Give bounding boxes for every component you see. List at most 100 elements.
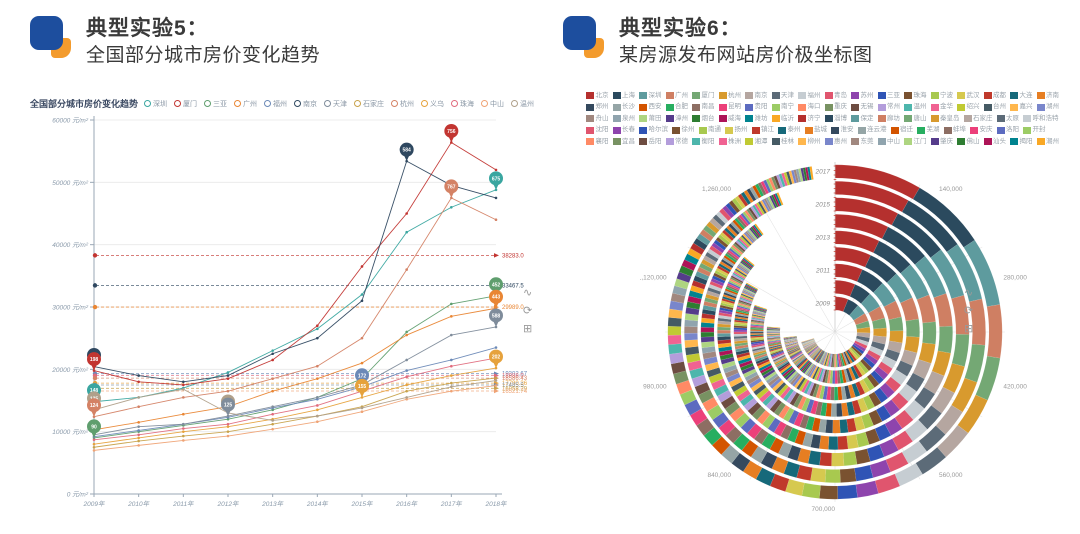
polar-legend-item-嘉兴[interactable]: 嘉兴 — [1010, 102, 1033, 112]
polar-legend-item-深圳[interactable]: 深圳 — [639, 91, 662, 101]
polar-legend-item-徐州[interactable]: 徐州 — [672, 125, 695, 135]
polar-legend-item-柳州[interactable]: 柳州 — [798, 137, 821, 147]
polar-legend-item-湘潭[interactable]: 湘潭 — [745, 137, 768, 147]
polar-legend-item-温州[interactable]: 温州 — [904, 102, 927, 112]
polar-legend-item-武汉[interactable]: 武汉 — [957, 91, 980, 101]
polar-legend-item-贵阳[interactable]: 贵阳 — [745, 102, 768, 112]
polar-legend-item-株洲[interactable]: 株洲 — [718, 137, 741, 147]
polar-legend-item-无锡[interactable]: 无锡 — [851, 102, 874, 112]
legend-item-杭州[interactable]: 杭州 — [391, 99, 414, 109]
legend-item-珠海[interactable]: 珠海 — [451, 99, 474, 109]
polar-legend-item-淮安[interactable]: 淮安 — [831, 125, 854, 135]
polar-legend-item-襄阳[interactable]: 襄阳 — [586, 137, 609, 147]
polar-legend-item-衡阳[interactable]: 衡阳 — [692, 137, 715, 147]
polar-legend-item-中山[interactable]: 中山 — [877, 137, 900, 147]
polar-legend-item-哈尔滨[interactable]: 哈尔滨 — [639, 125, 668, 135]
polar-legend-item-漳州[interactable]: 漳州 — [665, 114, 688, 124]
polar-legend-item-镇江[interactable]: 镇江 — [751, 125, 774, 135]
polar-legend-item-扬州[interactable]: 扬州 — [725, 125, 748, 135]
polar-legend-item-蚌埠[interactable]: 蚌埠 — [943, 125, 966, 135]
polar-legend-item-台州[interactable]: 台州 — [983, 102, 1006, 112]
polar-legend-item-常州[interactable]: 常州 — [877, 102, 900, 112]
polar-legend-item-盐城[interactable]: 盐城 — [804, 125, 827, 135]
polar-legend-item-三亚[interactable]: 三亚 — [877, 91, 900, 101]
polar-legend-item-开封[interactable]: 开封 — [1023, 125, 1046, 135]
polar-legend-item-泉州[interactable]: 泉州 — [612, 114, 635, 124]
legend-item-福州[interactable]: 福州 — [264, 99, 287, 109]
polar-legend-item-洛阳[interactable]: 洛阳 — [996, 125, 1019, 135]
polar-legend-item-海口[interactable]: 海口 — [798, 102, 821, 112]
legend-item-广州[interactable]: 广州 — [234, 99, 257, 109]
polar-legend-item-厦门[interactable]: 厦门 — [692, 91, 715, 101]
legend-item-温州[interactable]: 温州 — [511, 99, 534, 109]
polar-legend-item-西安[interactable]: 西安 — [639, 102, 662, 112]
legend-item-义乌[interactable]: 义乌 — [421, 99, 444, 109]
legend-item-厦门[interactable]: 厦门 — [174, 99, 197, 109]
polar-legend-item-宁波[interactable]: 宁波 — [930, 91, 953, 101]
polar-legend-item-肇庆[interactable]: 肇庆 — [930, 137, 953, 147]
polar-legend-item-唐山[interactable]: 唐山 — [904, 114, 927, 124]
polar-legend-item-南昌[interactable]: 南昌 — [692, 102, 715, 112]
polar-legend-item-舟山[interactable]: 舟山 — [586, 114, 609, 124]
polar-legend-item-泰州[interactable]: 泰州 — [778, 125, 801, 135]
restore-icon[interactable]: ⟳ — [523, 305, 533, 317]
polar-legend-item-揭阳[interactable]: 揭阳 — [1010, 137, 1033, 147]
polar-legend-item-金华[interactable]: 金华 — [930, 102, 953, 112]
line-chart-icon[interactable]: ∿ — [523, 287, 533, 299]
polar-legend-item-苏州[interactable]: 苏州 — [851, 91, 874, 101]
polar-legend-item-安庆[interactable]: 安庆 — [970, 125, 993, 135]
polar-legend-item-太原[interactable]: 太原 — [996, 114, 1019, 124]
legend-item-南京[interactable]: 南京 — [294, 99, 317, 109]
polar-legend-item-福州[interactable]: 福州 — [798, 91, 821, 101]
polar-legend-item-宜昌[interactable]: 宜昌 — [612, 137, 635, 147]
save-image-icon[interactable]: ⊞ — [523, 323, 533, 335]
polar-legend-item-保定[interactable]: 保定 — [851, 114, 874, 124]
polar-legend-item-长沙[interactable]: 长沙 — [612, 102, 635, 112]
polar-legend-item-南京[interactable]: 南京 — [745, 91, 768, 101]
polar-legend-item-天津[interactable]: 天津 — [771, 91, 794, 101]
legend-item-天津[interactable]: 天津 — [324, 99, 347, 109]
polar-legend-item-临沂[interactable]: 临沂 — [771, 114, 794, 124]
polar-legend-item-青岛[interactable]: 青岛 — [824, 91, 847, 101]
polar-legend-item-潮州[interactable]: 潮州 — [1036, 137, 1059, 147]
polar-legend-item-合肥[interactable]: 合肥 — [665, 102, 688, 112]
polar-legend-item-广州[interactable]: 广州 — [665, 91, 688, 101]
polar-legend-item-佛山[interactable]: 佛山 — [957, 137, 980, 147]
polar-legend-item-南通[interactable]: 南通 — [698, 125, 721, 135]
polar-legend-item-北京[interactable]: 北京 — [586, 91, 609, 101]
polar-legend-item-大连[interactable]: 大连 — [1010, 91, 1033, 101]
polar-legend-item-廊坊[interactable]: 廊坊 — [877, 114, 900, 124]
polar-legend-item-成都[interactable]: 成都 — [983, 91, 1006, 101]
polar-legend-item-南宁[interactable]: 南宁 — [771, 102, 794, 112]
legend-item-石家庄[interactable]: 石家庄 — [354, 99, 384, 109]
polar-legend-item-石家庄[interactable]: 石家庄 — [963, 114, 993, 124]
polar-legend-item-上海[interactable]: 上海 — [612, 91, 635, 101]
polar-legend-item-绍兴[interactable]: 绍兴 — [957, 102, 980, 112]
polar-legend-item-威海[interactable]: 威海 — [718, 114, 741, 124]
legend-item-三亚[interactable]: 三亚 — [204, 99, 227, 109]
polar-legend-item-重庆[interactable]: 重庆 — [824, 102, 847, 112]
polar-legend-item-汕头[interactable]: 汕头 — [983, 137, 1006, 147]
polar-legend-item-济南[interactable]: 济南 — [1036, 91, 1059, 101]
legend-item-深圳[interactable]: 深圳 — [144, 99, 167, 109]
polar-legend-item-湖州[interactable]: 湖州 — [1036, 102, 1059, 112]
restore-icon[interactable]: ⟳ — [964, 305, 974, 317]
save-image-icon[interactable]: ⊞ — [964, 323, 974, 335]
line-chart-icon[interactable]: ∿ — [964, 287, 974, 299]
polar-legend-item-济宁[interactable]: 济宁 — [798, 114, 821, 124]
polar-legend-item-珠海[interactable]: 珠海 — [904, 91, 927, 101]
polar-legend-item-潍坊[interactable]: 潍坊 — [745, 114, 768, 124]
polar-legend-item-东莞[interactable]: 东莞 — [851, 137, 874, 147]
polar-chart-canvas[interactable]: 2009 2011 2013 2015 2017 140,000 280,000 420,00… — [640, 146, 1045, 522]
polar-legend-item-沈阳[interactable]: 沈阳 — [586, 125, 609, 135]
polar-legend-item-连云港[interactable]: 连云港 — [857, 125, 887, 135]
polar-legend-item-惠州[interactable]: 惠州 — [824, 137, 847, 147]
polar-legend-item-郑州[interactable]: 郑州 — [586, 102, 609, 112]
polar-legend-item-昆明[interactable]: 昆明 — [718, 102, 741, 112]
polar-legend-item-长春[interactable]: 长春 — [612, 125, 635, 135]
polar-legend-item-芜湖[interactable]: 芜湖 — [917, 125, 940, 135]
polar-legend-item-宿迁[interactable]: 宿迁 — [890, 125, 913, 135]
line-chart-canvas[interactable]: 0 元/m² 10000 元/m² 20000 元/m² 30000 元/m² 4000… — [28, 110, 540, 520]
polar-legend-item-杭州[interactable]: 杭州 — [718, 91, 741, 101]
polar-legend-item-莆田[interactable]: 莆田 — [639, 114, 662, 124]
